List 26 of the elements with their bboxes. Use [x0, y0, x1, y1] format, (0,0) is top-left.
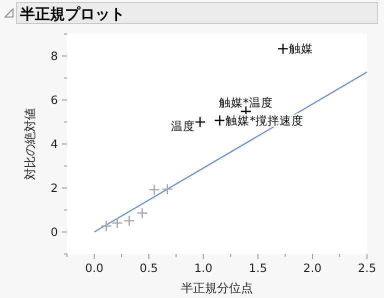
y-tick-label: 8 [50, 49, 58, 63]
x-tick-label: 2.0 [303, 261, 322, 275]
y-tick-label: 0 [50, 225, 58, 239]
x-tick-label: 1.5 [248, 261, 268, 275]
point [100, 220, 112, 232]
chart-title: 半正規プロット [19, 5, 125, 23]
x-tick-label: 0.0 [85, 261, 104, 275]
point [136, 207, 148, 219]
y-tick-label: 2 [50, 181, 58, 195]
x-tick-label: 1.0 [194, 261, 213, 275]
x-tick-label: 0.5 [140, 261, 158, 275]
y-tick-label: 4 [50, 137, 58, 151]
point [148, 184, 160, 196]
point [194, 116, 206, 128]
y-axis-title: 対比の絶対値 [23, 108, 37, 180]
point [277, 43, 289, 54]
annotation: 触媒 [289, 42, 313, 56]
x-axis-title: 半正規分位点 [181, 281, 253, 295]
point [214, 114, 226, 126]
annotation: 触媒*温度 [219, 95, 273, 110]
point [162, 183, 174, 195]
annotation: 温度 [171, 119, 196, 133]
point [112, 217, 123, 229]
point [124, 215, 135, 226]
y-tick-label: 6 [50, 93, 58, 107]
x-tick-label: 2.5 [358, 261, 376, 275]
